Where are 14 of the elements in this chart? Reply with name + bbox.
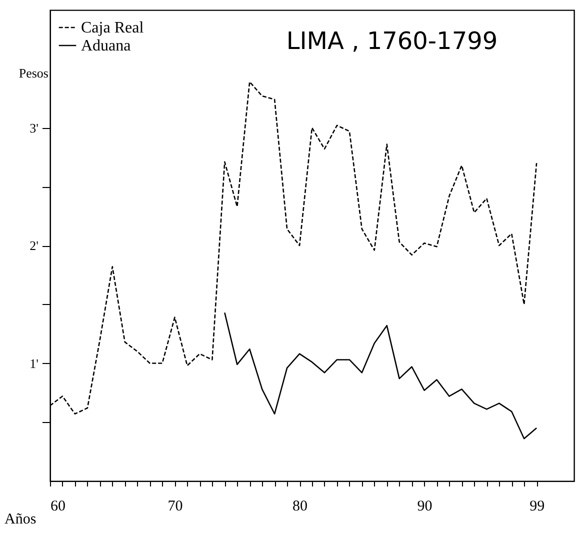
y-axis-title: Pesos [18,66,48,80]
legend-label: Aduana [81,38,131,54]
y-tick-label: 1' [30,356,38,371]
text: LIMA , 1760-1799 [286,27,498,55]
x-tick-label: 70 [168,498,183,514]
y-tick-label: 3' [30,120,38,136]
x-tick-label: 60 [50,498,66,514]
x-tick-label: 80 [292,498,308,514]
x-tick-label: 99 [530,498,545,514]
line-series [224,312,538,440]
x-axis-title: Años [4,512,36,528]
legend-label: Caja Real [81,20,144,36]
y-tick-label: 2' [30,238,38,253]
x-tick-label: 90 [417,498,432,514]
